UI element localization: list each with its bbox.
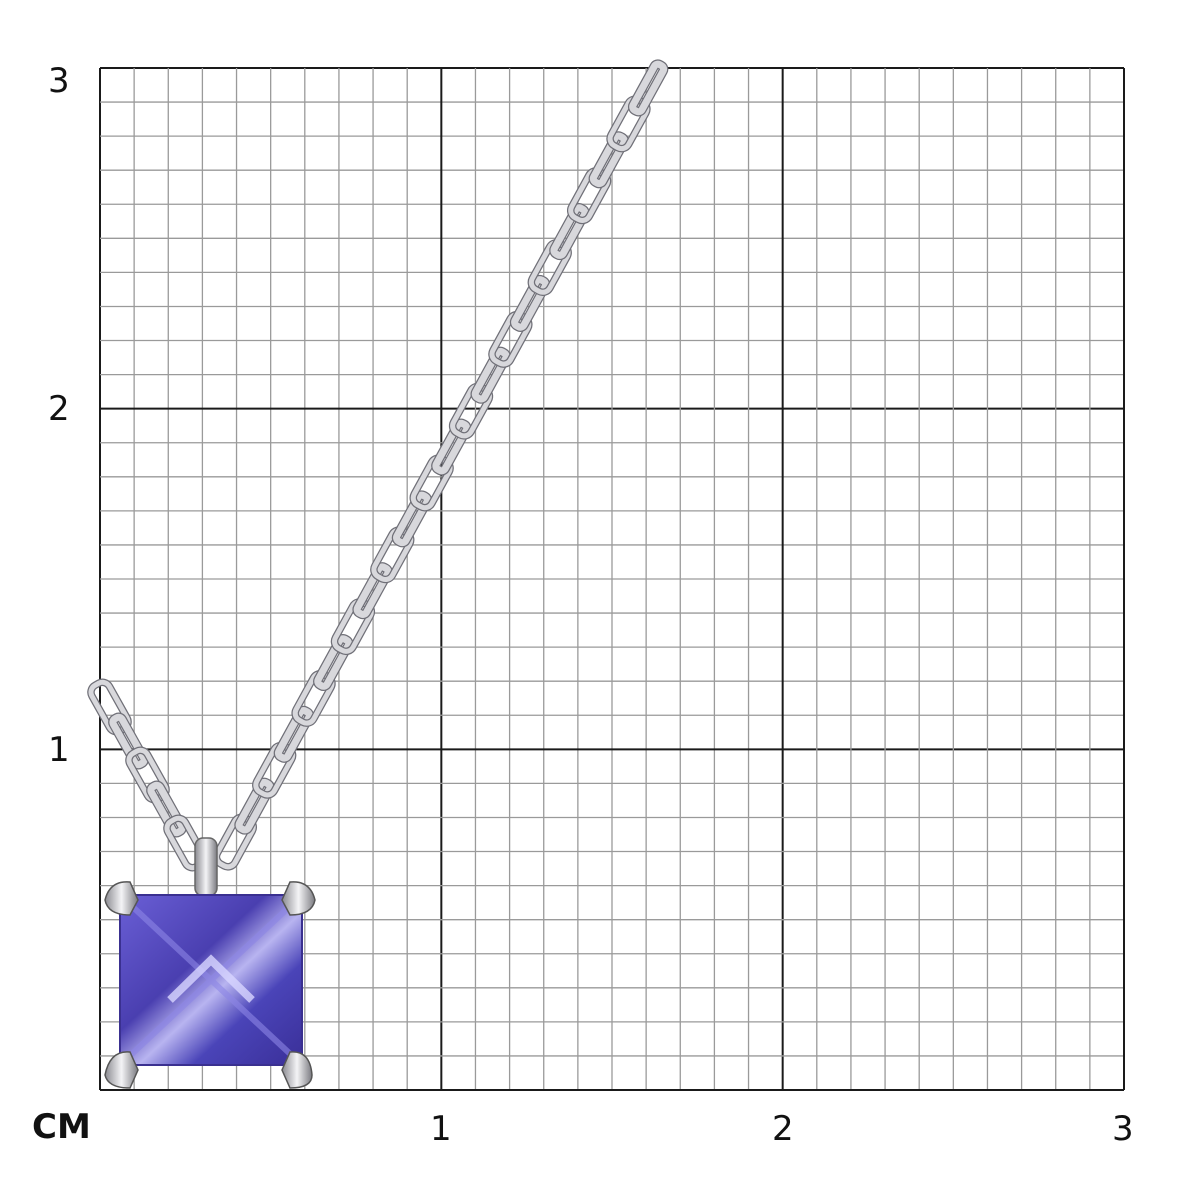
chain-link bbox=[235, 778, 274, 834]
chain-link bbox=[410, 455, 453, 511]
chain-link bbox=[629, 60, 668, 116]
chain-link bbox=[550, 204, 589, 259]
bail bbox=[194, 837, 218, 897]
chain-link bbox=[528, 240, 571, 295]
chain-link bbox=[314, 635, 353, 690]
chain-link bbox=[607, 96, 650, 152]
unit-label: CM bbox=[32, 1107, 91, 1147]
chain-link bbox=[147, 781, 186, 837]
y-tick-label: 1 bbox=[48, 730, 70, 770]
chain-link bbox=[213, 814, 256, 870]
chain-link bbox=[332, 599, 374, 654]
chain-link bbox=[292, 671, 335, 726]
chain-link bbox=[511, 276, 550, 331]
x-tick-label: 1 bbox=[430, 1109, 452, 1149]
chain-link bbox=[109, 713, 148, 769]
chain-link bbox=[589, 132, 628, 188]
chain bbox=[87, 59, 669, 872]
chain-link bbox=[432, 419, 471, 475]
chain-link bbox=[393, 491, 431, 547]
chain-link bbox=[471, 347, 510, 403]
chain-link bbox=[568, 168, 611, 223]
y-tick-label: 2 bbox=[48, 389, 70, 429]
chain-link bbox=[126, 747, 169, 803]
chain-link bbox=[253, 742, 296, 798]
chain-link bbox=[353, 563, 392, 618]
chain-link bbox=[274, 707, 313, 762]
pendant bbox=[104, 837, 316, 1089]
y-tick-label: 3 bbox=[48, 61, 70, 101]
prong bbox=[104, 881, 316, 1089]
chain-link bbox=[371, 527, 414, 583]
chain-link bbox=[489, 312, 532, 367]
chain-link bbox=[88, 679, 131, 735]
x-tick-label: 3 bbox=[1112, 1109, 1134, 1149]
chain-link bbox=[450, 383, 492, 439]
x-tick-label: 2 bbox=[772, 1109, 794, 1149]
